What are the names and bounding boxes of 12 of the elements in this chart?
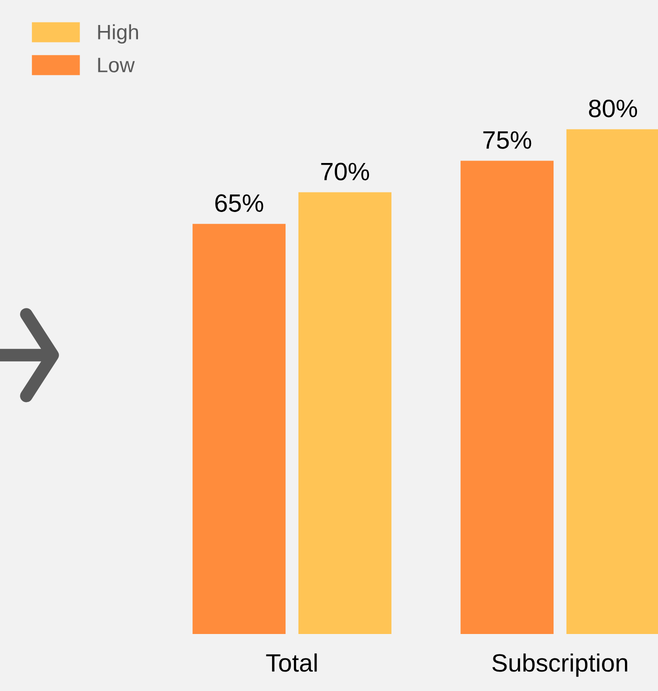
x-tick-label: Total — [266, 653, 317, 672]
data-label: 65% — [215, 194, 264, 212]
bar — [192, 224, 286, 634]
data-label: 70% — [321, 162, 370, 180]
x-tick-label: Subscription — [492, 653, 628, 677]
data-label: 75% — [483, 131, 532, 149]
bar — [298, 192, 392, 634]
legend-label: High — [98, 24, 138, 44]
bar — [566, 129, 658, 634]
data-label: 80% — [589, 100, 638, 118]
legend-label: Low — [98, 58, 135, 72]
bar — [460, 160, 554, 634]
